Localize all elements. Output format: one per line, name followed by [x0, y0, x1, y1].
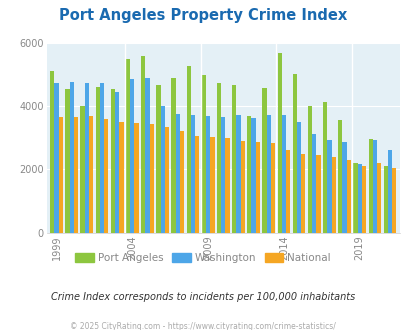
Bar [89, 116, 93, 233]
Bar [85, 83, 89, 233]
Bar [225, 138, 229, 233]
Bar [240, 141, 244, 233]
Bar [186, 66, 190, 233]
Bar [145, 78, 149, 233]
Bar [255, 142, 259, 233]
Bar [115, 92, 119, 233]
Bar [80, 106, 85, 233]
Bar [251, 117, 255, 233]
Bar [296, 122, 301, 233]
Bar [96, 86, 100, 233]
Bar [171, 78, 175, 233]
Bar [216, 83, 221, 233]
Bar [126, 59, 130, 233]
Bar [311, 134, 315, 233]
Text: Crime Index corresponds to incidents per 100,000 inhabitants: Crime Index corresponds to incidents per… [51, 292, 354, 302]
Bar [149, 124, 153, 233]
Bar [65, 89, 69, 233]
Legend: Port Angeles, Washington, National: Port Angeles, Washington, National [70, 248, 335, 267]
Bar [387, 150, 391, 233]
Bar [54, 83, 58, 233]
Text: Port Angeles Property Crime Index: Port Angeles Property Crime Index [59, 8, 346, 23]
Text: © 2025 CityRating.com - https://www.cityrating.com/crime-statistics/: © 2025 CityRating.com - https://www.city… [70, 322, 335, 330]
Bar [50, 71, 54, 233]
Bar [383, 166, 387, 233]
Bar [292, 74, 296, 233]
Bar [134, 123, 139, 233]
Bar [175, 114, 179, 233]
Bar [376, 163, 380, 233]
Bar [236, 115, 240, 233]
Bar [352, 163, 357, 233]
Bar [160, 106, 164, 233]
Bar [69, 82, 74, 233]
Bar [74, 117, 78, 233]
Bar [156, 85, 160, 233]
Bar [315, 155, 320, 233]
Bar [361, 166, 365, 233]
Bar [119, 122, 123, 233]
Bar [391, 168, 395, 233]
Bar [262, 88, 266, 233]
Bar [266, 115, 270, 233]
Bar [307, 107, 311, 233]
Bar [277, 53, 281, 233]
Bar [341, 142, 346, 233]
Bar [205, 116, 210, 233]
Bar [281, 115, 286, 233]
Bar [195, 136, 199, 233]
Bar [368, 139, 372, 233]
Bar [270, 144, 275, 233]
Bar [232, 85, 236, 233]
Bar [346, 160, 350, 233]
Bar [326, 140, 331, 233]
Bar [201, 75, 205, 233]
Bar [301, 153, 305, 233]
Bar [331, 157, 335, 233]
Bar [164, 127, 168, 233]
Bar [210, 137, 214, 233]
Bar [179, 131, 184, 233]
Bar [221, 117, 225, 233]
Bar [357, 164, 361, 233]
Bar [130, 79, 134, 233]
Bar [190, 115, 195, 233]
Bar [111, 89, 115, 233]
Bar [247, 116, 251, 233]
Bar [372, 140, 376, 233]
Bar [322, 102, 326, 233]
Bar [337, 120, 341, 233]
Bar [141, 56, 145, 233]
Bar [104, 119, 108, 233]
Bar [58, 117, 63, 233]
Bar [100, 83, 104, 233]
Bar [286, 150, 290, 233]
